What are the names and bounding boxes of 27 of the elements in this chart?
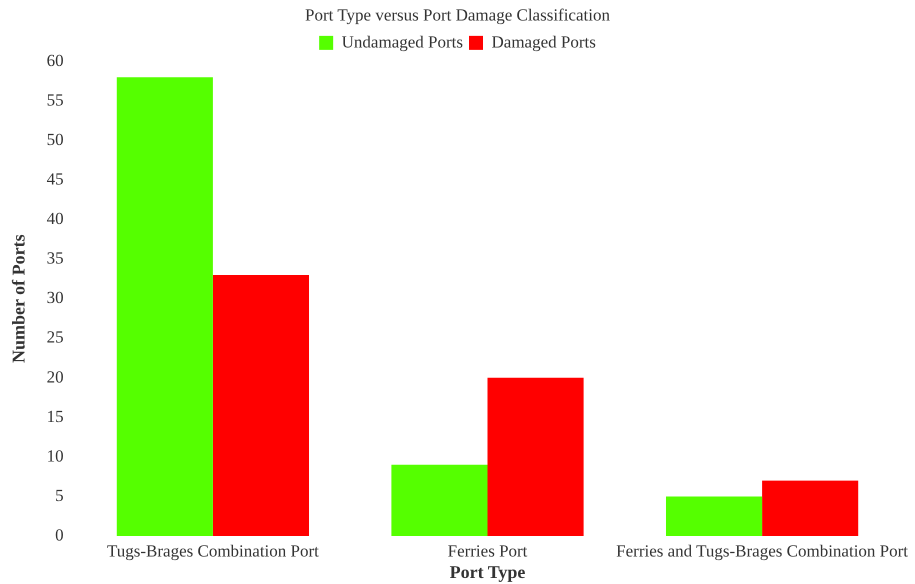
y-tick-label: 20 bbox=[46, 367, 64, 386]
y-tick-label: 0 bbox=[55, 525, 64, 544]
x-tick-label: Ferries and Tugs-Brages Combination Port bbox=[616, 542, 908, 561]
x-axis-title: Port Type bbox=[450, 562, 526, 582]
bar bbox=[391, 464, 488, 536]
chart-title: Port Type versus Port Damage Classification bbox=[305, 6, 610, 25]
bar bbox=[488, 378, 584, 536]
bar bbox=[116, 77, 213, 536]
bar bbox=[212, 274, 310, 536]
y-tick-label: 5 bbox=[55, 486, 64, 505]
y-tick-label: 10 bbox=[46, 446, 64, 466]
y-tick-label: 40 bbox=[46, 209, 64, 228]
y-tick-label: 50 bbox=[46, 130, 64, 149]
x-tick-label: Ferries Port bbox=[448, 542, 528, 561]
y-axis-title: Number of Ports bbox=[8, 234, 28, 364]
y-tick-label: 15 bbox=[46, 406, 64, 426]
y-tick-label: 25 bbox=[46, 328, 64, 347]
x-tick-label: Tugs-Brages Combination Port bbox=[106, 542, 320, 561]
bar bbox=[762, 480, 858, 536]
y-tick-label: 35 bbox=[46, 248, 64, 268]
legend-label: Undamaged Ports bbox=[342, 32, 464, 52]
bar bbox=[666, 496, 762, 536]
y-tick-label: 60 bbox=[46, 50, 64, 70]
y-tick-label: 45 bbox=[46, 170, 64, 189]
y-tick-label: 55 bbox=[46, 90, 64, 110]
y-tick-label: 30 bbox=[46, 288, 64, 308]
legend-label: Damaged Ports bbox=[492, 32, 596, 52]
